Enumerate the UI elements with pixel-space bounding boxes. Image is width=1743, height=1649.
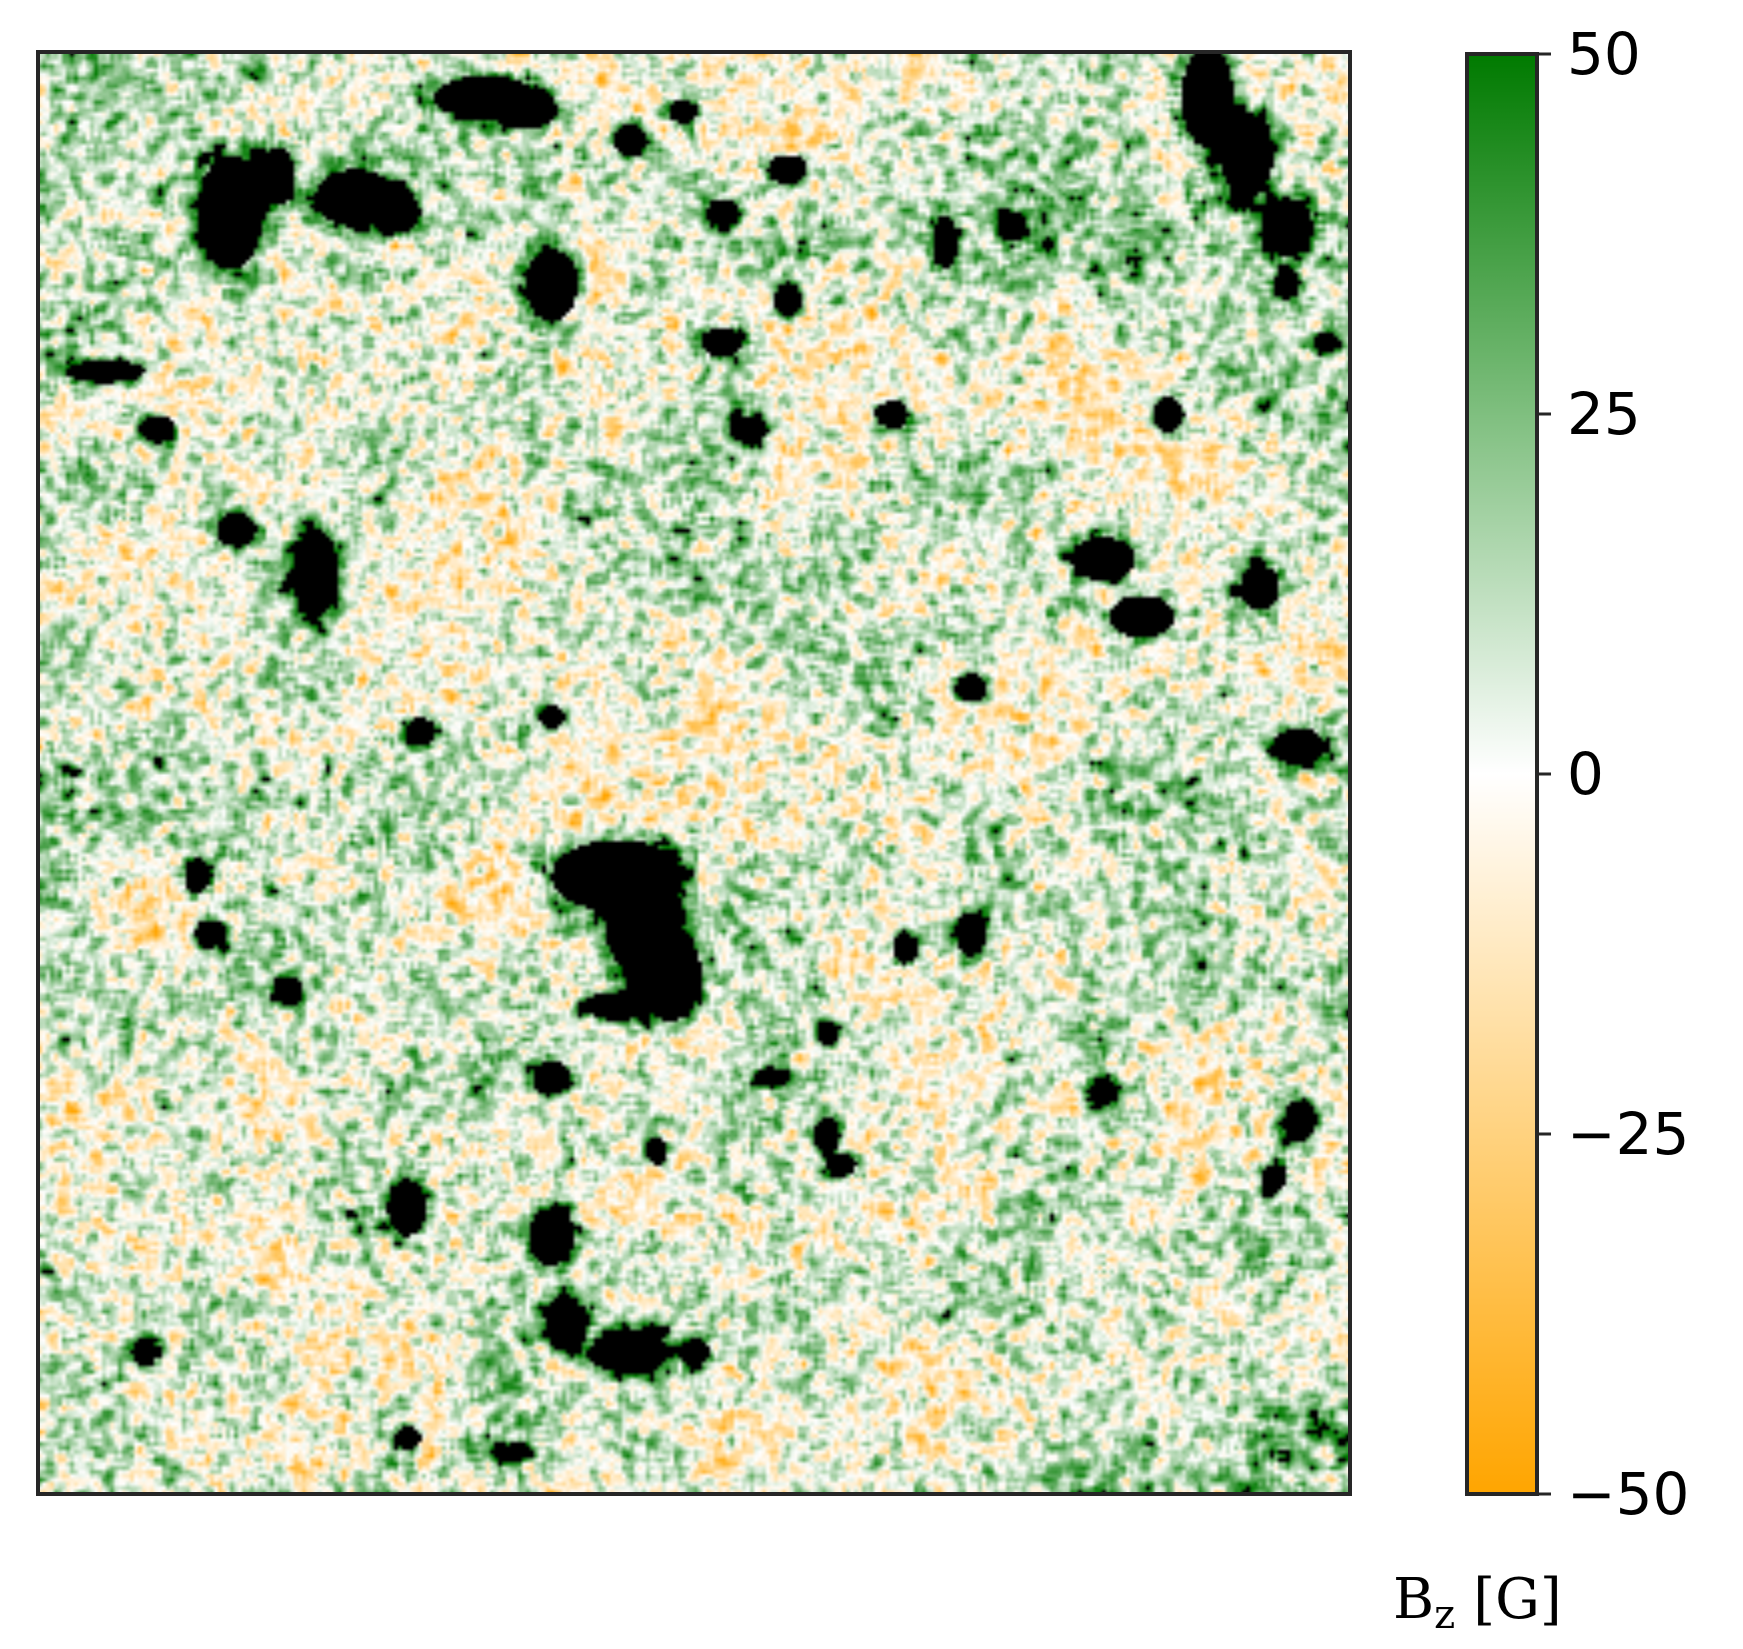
colorbar-title-sub: z: [1434, 1592, 1455, 1638]
plot-frame: [36, 50, 1352, 1496]
heatmap-plot: [36, 50, 1352, 1496]
colorbar-ticks: 50 25 0 −25 −50: [1537, 20, 1689, 1528]
colorbar-tick-label: 25: [1567, 380, 1641, 448]
colorbar-tick-label: 0: [1567, 740, 1604, 808]
colorbar-title-unit: [G]: [1473, 1567, 1561, 1632]
colorbar-tick-label: −50: [1567, 1460, 1689, 1528]
colorbar: 50 25 0 −25 −50 Bz [G]: [1393, 20, 1689, 1638]
colorbar-gradient: [1467, 54, 1537, 1494]
colorbar-tick-label: 50: [1567, 20, 1641, 88]
colorbar-title-main: B: [1393, 1567, 1434, 1632]
colorbar-tick-label: −25: [1567, 1100, 1689, 1168]
heatmap-image: [38, 52, 1350, 1494]
colorbar-title: Bz [G]: [1393, 1567, 1562, 1638]
